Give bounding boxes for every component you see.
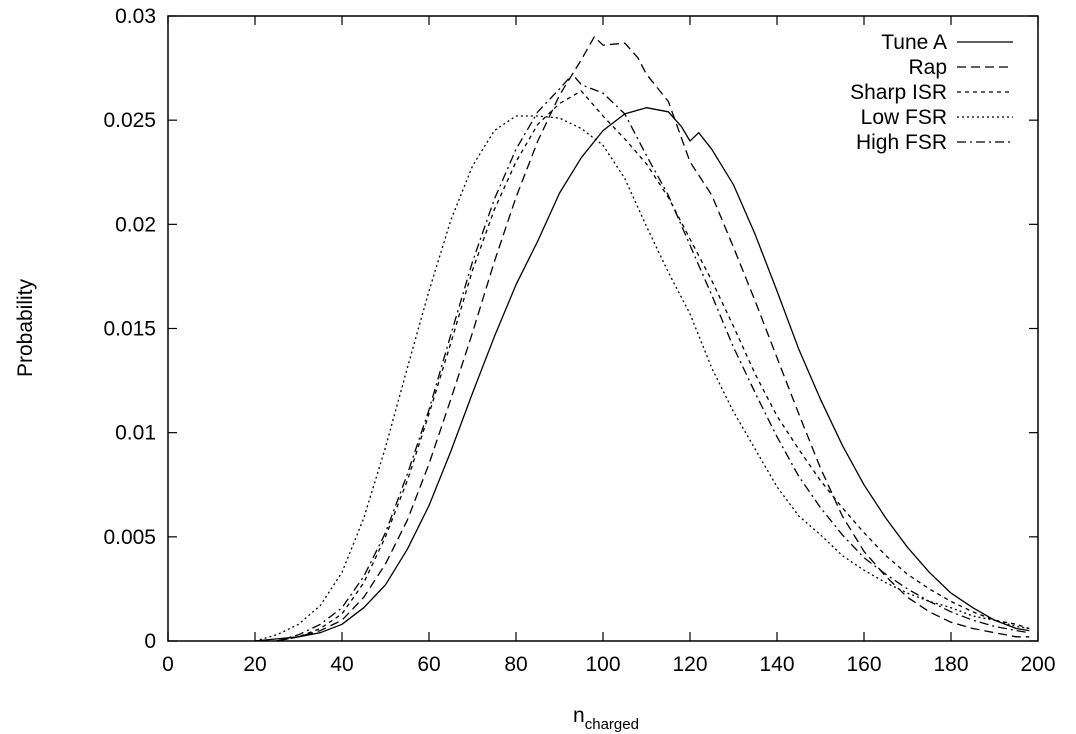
legend-label: Rap: [908, 56, 947, 79]
x-tick-label: 200: [1020, 653, 1055, 676]
x-tick-label: 40: [330, 653, 353, 676]
legend-label: Low FSR: [861, 106, 947, 129]
y-axis-title: Probability: [14, 278, 37, 377]
y-tick-label: 0: [144, 630, 156, 653]
x-tick-label: 80: [504, 653, 527, 676]
x-tick-label: 100: [585, 653, 620, 676]
x-axis-title-subscript: charged: [585, 716, 639, 733]
x-tick-label: 60: [417, 653, 440, 676]
y-tick-label: 0.015: [103, 318, 156, 341]
x-tick-label: 160: [846, 653, 881, 676]
legend-label: Sharp ISR: [850, 81, 947, 104]
ticks-layer: 0 20 40 60 80 100 120 140 160 180 200 0 0.005 0.01 0.0…: [103, 5, 1055, 676]
x-tick-label: 120: [672, 653, 707, 676]
legend-label: Tune A: [881, 31, 947, 54]
series-line-2: [276, 90, 1030, 642]
y-tick-label: 0.01: [115, 422, 156, 445]
x-axis-title: ncharged: [573, 704, 639, 733]
x-tick-label: 0: [162, 653, 174, 676]
x-tick-label: 140: [759, 653, 794, 676]
series-line-1: [276, 36, 1030, 642]
series-layer: [254, 36, 1030, 642]
y-tick-label: 0.02: [115, 213, 156, 236]
series-line-0: [254, 107, 1030, 642]
y-tick-label: 0.025: [103, 109, 156, 132]
x-tick-label: 180: [933, 653, 968, 676]
x-tick-label: 20: [243, 653, 266, 676]
x-axis-title-main: n: [573, 704, 585, 727]
y-tick-label: 0.005: [103, 526, 156, 549]
series-line-4: [276, 73, 1030, 642]
legend-label: High FSR: [856, 131, 947, 154]
y-tick-label: 0.03: [115, 5, 156, 28]
